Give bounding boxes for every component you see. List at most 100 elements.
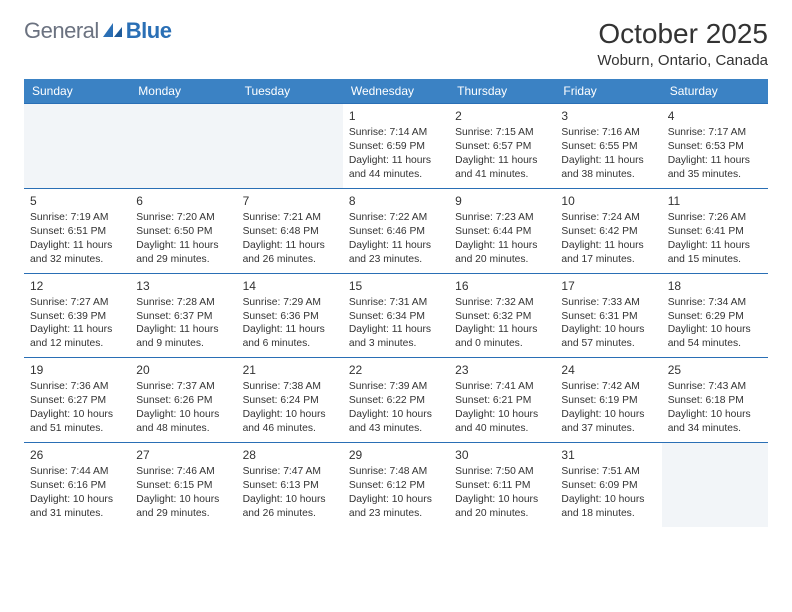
day-number: 21 xyxy=(243,362,337,378)
calendar-cell: 4Sunrise: 7:17 AMSunset: 6:53 PMDaylight… xyxy=(662,104,768,188)
cell-line: Sunrise: 7:24 AM xyxy=(561,211,655,225)
cell-line: Daylight: 10 hours xyxy=(455,493,549,507)
cell-line: Daylight: 10 hours xyxy=(136,493,230,507)
cell-line: Daylight: 11 hours xyxy=(243,323,337,337)
calendar-week: 26Sunrise: 7:44 AMSunset: 6:16 PMDayligh… xyxy=(24,442,768,527)
calendar-cell: 17Sunrise: 7:33 AMSunset: 6:31 PMDayligh… xyxy=(555,274,661,358)
cell-line: and 37 minutes. xyxy=(561,422,655,436)
cell-line: and 29 minutes. xyxy=(136,253,230,267)
day-number: 14 xyxy=(243,278,337,294)
cell-line: Sunrise: 7:47 AM xyxy=(243,465,337,479)
cell-line: Daylight: 11 hours xyxy=(136,239,230,253)
calendar-cell xyxy=(130,104,236,188)
logo-sail-icon xyxy=(102,22,124,40)
day-number: 10 xyxy=(561,193,655,209)
cell-line: Daylight: 11 hours xyxy=(668,154,762,168)
cell-line: Sunrise: 7:28 AM xyxy=(136,296,230,310)
calendar-cell: 23Sunrise: 7:41 AMSunset: 6:21 PMDayligh… xyxy=(449,358,555,442)
calendar-cell xyxy=(662,443,768,527)
cell-line: and 23 minutes. xyxy=(349,253,443,267)
cell-line: Sunset: 6:59 PM xyxy=(349,140,443,154)
cell-line: Sunrise: 7:16 AM xyxy=(561,126,655,140)
calendar-cell: 30 Sunrise: 7:50 AMSunset: 6:11 PMDayligh… xyxy=(449,443,555,527)
cell-line: Daylight: 11 hours xyxy=(668,239,762,253)
cell-line: Sunset: 6:57 PM xyxy=(455,140,549,154)
cell-line: Sunset: 6:16 PM xyxy=(30,479,124,493)
header: General Blue October 2025 Woburn, Ontari… xyxy=(24,18,768,69)
cell-line: Sunset: 6:11 PM xyxy=(455,479,549,493)
cell-line: Sunset: 6:39 PM xyxy=(30,310,124,324)
day-number: 26 xyxy=(30,447,124,463)
day-number: 15 xyxy=(349,278,443,294)
cell-line: Sunset: 6:09 PM xyxy=(561,479,655,493)
cell-line: and 15 minutes. xyxy=(668,253,762,267)
day-header: Monday xyxy=(130,79,236,103)
cell-line: Daylight: 10 hours xyxy=(668,323,762,337)
cell-line: Sunset: 6:53 PM xyxy=(668,140,762,154)
cell-line: Daylight: 10 hours xyxy=(243,493,337,507)
day-number: 7 xyxy=(243,193,337,209)
cell-line: Daylight: 11 hours xyxy=(30,239,124,253)
calendar-cell: 14Sunrise: 7:29 AMSunset: 6:36 PMDayligh… xyxy=(237,274,343,358)
day-number: 30 xyxy=(455,447,549,463)
cell-line: and 32 minutes. xyxy=(30,253,124,267)
day-number: 16 xyxy=(455,278,549,294)
day-number: 29 xyxy=(349,447,443,463)
cell-line: and 46 minutes. xyxy=(243,422,337,436)
cell-line: and 31 minutes. xyxy=(30,507,124,521)
logo-text-a: General xyxy=(24,18,99,44)
cell-line: Daylight: 11 hours xyxy=(561,239,655,253)
cell-line: Sunrise: 7:27 AM xyxy=(30,296,124,310)
day-number: 19 xyxy=(30,362,124,378)
cell-line: Sunset: 6:48 PM xyxy=(243,225,337,239)
cell-line: and 29 minutes. xyxy=(136,507,230,521)
cell-line: Sunset: 6:29 PM xyxy=(668,310,762,324)
day-number: 2 xyxy=(455,108,549,124)
cell-line: Sunset: 6:42 PM xyxy=(561,225,655,239)
cell-line: Sunset: 6:55 PM xyxy=(561,140,655,154)
calendar-cell: 12Sunrise: 7:27 AMSunset: 6:39 PMDayligh… xyxy=(24,274,130,358)
cell-line: Sunset: 6:51 PM xyxy=(30,225,124,239)
calendar-cell: 26Sunrise: 7:44 AMSunset: 6:16 PMDayligh… xyxy=(24,443,130,527)
day-number: 8 xyxy=(349,193,443,209)
cell-line: Sunrise: 7:50 AM xyxy=(455,465,549,479)
day-header: Wednesday xyxy=(343,79,449,103)
calendar-cell: 6Sunrise: 7:20 AMSunset: 6:50 PMDaylight… xyxy=(130,189,236,273)
cell-line: Daylight: 11 hours xyxy=(349,239,443,253)
calendar-cell: 29Sunrise: 7:48 AMSunset: 6:12 PMDayligh… xyxy=(343,443,449,527)
cell-line: Sunrise: 7:33 AM xyxy=(561,296,655,310)
cell-line: Sunrise: 7:42 AM xyxy=(561,380,655,394)
calendar-cell: 3Sunrise: 7:16 AMSunset: 6:55 PMDaylight… xyxy=(555,104,661,188)
calendar-cell: 18Sunrise: 7:34 AMSunset: 6:29 PMDayligh… xyxy=(662,274,768,358)
day-number: 22 xyxy=(349,362,443,378)
cell-line: and 12 minutes. xyxy=(30,337,124,351)
day-number: 6 xyxy=(136,193,230,209)
calendar-cell: 19Sunrise: 7:36 AMSunset: 6:27 PMDayligh… xyxy=(24,358,130,442)
day-number: 27 xyxy=(136,447,230,463)
cell-line: and 9 minutes. xyxy=(136,337,230,351)
cell-line: Sunrise: 7:34 AM xyxy=(668,296,762,310)
cell-line: Sunrise: 7:43 AM xyxy=(668,380,762,394)
cell-line: Sunrise: 7:51 AM xyxy=(561,465,655,479)
cell-line: Daylight: 11 hours xyxy=(30,323,124,337)
cell-line: and 20 minutes. xyxy=(455,507,549,521)
cell-line: Sunset: 6:18 PM xyxy=(668,394,762,408)
calendar-cell: 28Sunrise: 7:47 AMSunset: 6:13 PMDayligh… xyxy=(237,443,343,527)
calendar-cell: 15Sunrise: 7:31 AMSunset: 6:34 PMDayligh… xyxy=(343,274,449,358)
calendar-week: 12Sunrise: 7:27 AMSunset: 6:39 PMDayligh… xyxy=(24,273,768,358)
cell-line: and 48 minutes. xyxy=(136,422,230,436)
calendar-cell: 27Sunrise: 7:46 AMSunset: 6:15 PMDayligh… xyxy=(130,443,236,527)
cell-line: Daylight: 10 hours xyxy=(349,408,443,422)
day-number: 31 xyxy=(561,447,655,463)
calendar-cell: 13Sunrise: 7:28 AMSunset: 6:37 PMDayligh… xyxy=(130,274,236,358)
day-number: 1 xyxy=(349,108,443,124)
cell-line: and 44 minutes. xyxy=(349,168,443,182)
calendar-header-row: Sunday Monday Tuesday Wednesday Thursday… xyxy=(24,79,768,103)
cell-line: Sunrise: 7:37 AM xyxy=(136,380,230,394)
day-number: 17 xyxy=(561,278,655,294)
cell-line: and 18 minutes. xyxy=(561,507,655,521)
cell-line: Sunrise: 7:38 AM xyxy=(243,380,337,394)
day-number: 25 xyxy=(668,362,762,378)
cell-line: and 6 minutes. xyxy=(243,337,337,351)
calendar-body: 1Sunrise: 7:14 AMSunset: 6:59 PMDaylight… xyxy=(24,103,768,527)
